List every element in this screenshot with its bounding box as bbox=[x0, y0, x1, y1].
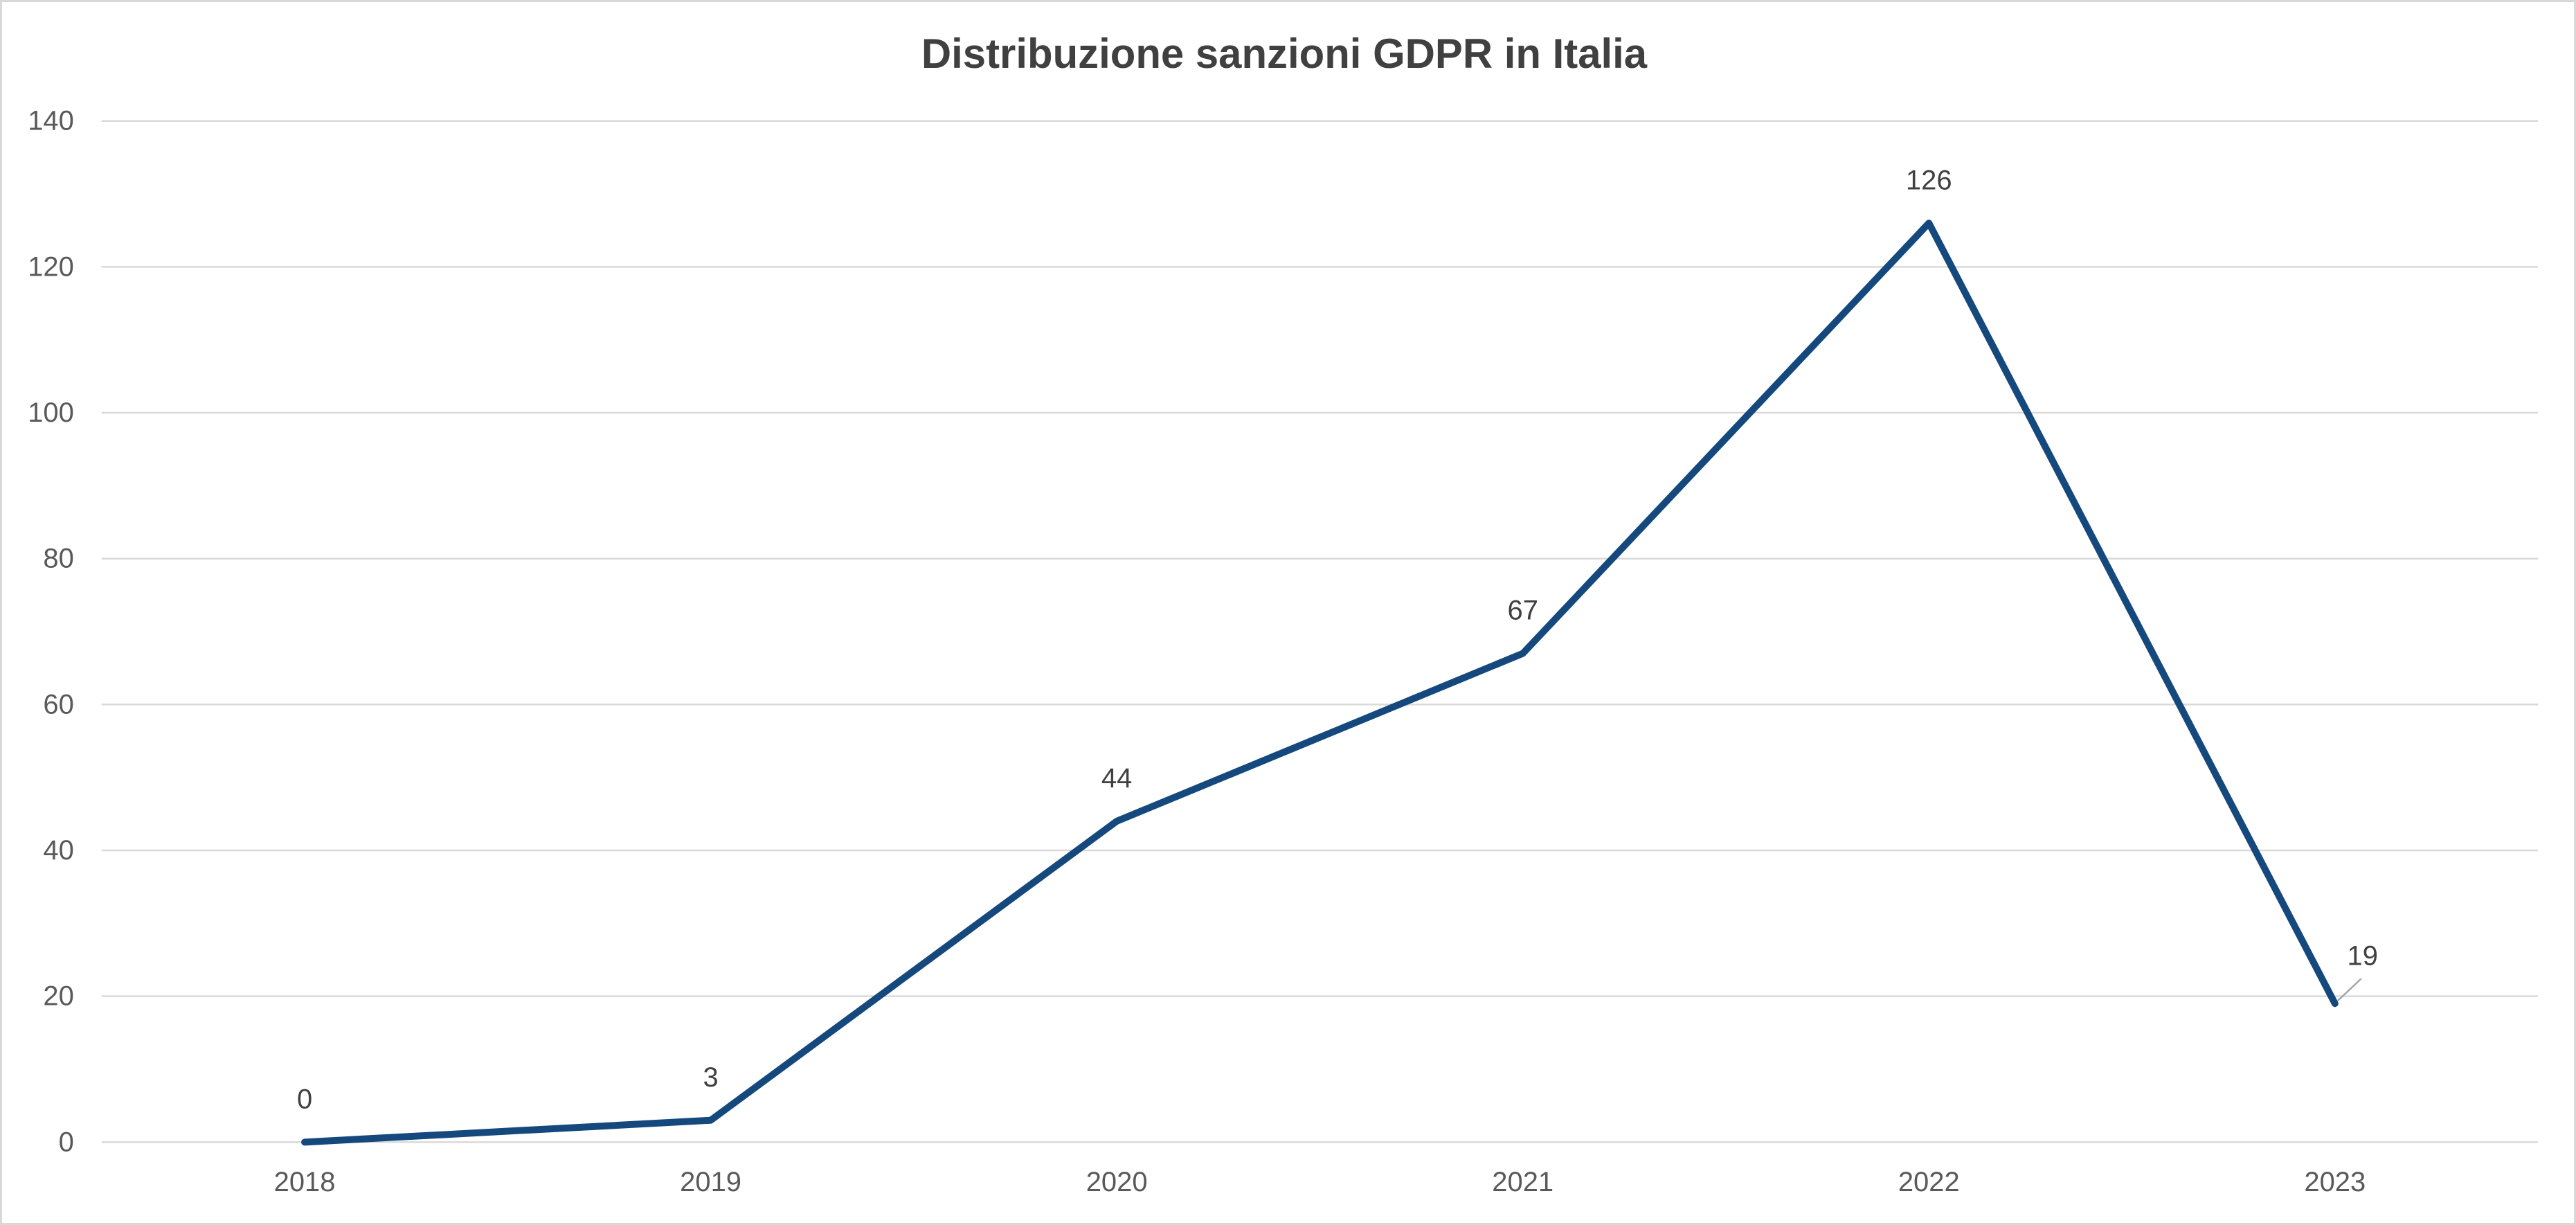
x-axis-tick-labels: 2018 2019 2020 2021 2022 2023 bbox=[274, 1167, 2366, 1197]
x-axis-tick-label: 2021 bbox=[1492, 1167, 1553, 1197]
y-axis-tick-label: 20 bbox=[43, 981, 73, 1012]
x-axis-tick-label: 2023 bbox=[2304, 1167, 2366, 1197]
data-labels: 0 3 44 67 126 19 bbox=[297, 165, 2378, 1114]
y-axis-tick-label: 80 bbox=[43, 544, 73, 574]
y-axis-tick-label: 140 bbox=[28, 106, 74, 136]
data-label: 44 bbox=[1101, 763, 1132, 794]
x-axis-tick-label: 2022 bbox=[1898, 1167, 1960, 1197]
series-group bbox=[301, 220, 2339, 1146]
series-line bbox=[301, 220, 2339, 1146]
data-label: 0 bbox=[297, 1084, 312, 1114]
y-axis-tick-labels: 0 20 40 60 80 100 120 140 bbox=[28, 106, 74, 1158]
data-label: 19 bbox=[2348, 940, 2378, 971]
data-label: 67 bbox=[1507, 596, 1538, 626]
y-axis-tick-label: 60 bbox=[43, 689, 73, 719]
x-axis-tick-label: 2020 bbox=[1086, 1167, 1148, 1197]
data-label: 126 bbox=[1906, 165, 1952, 195]
x-axis-tick-label: 2018 bbox=[274, 1167, 336, 1197]
x-axis-tick-label: 2019 bbox=[680, 1167, 741, 1197]
y-axis-tick-label: 0 bbox=[59, 1127, 74, 1157]
y-axis-tick-label: 40 bbox=[43, 835, 73, 866]
y-axis-tick-label: 120 bbox=[28, 251, 74, 282]
data-label: 3 bbox=[703, 1062, 719, 1093]
y-axis-tick-label: 100 bbox=[28, 397, 74, 428]
data-label-leader-line bbox=[2336, 978, 2362, 1002]
gridlines bbox=[101, 120, 2539, 1143]
chart-title: Distribuzione sanzioni GDPR in Italia bbox=[921, 30, 1648, 77]
